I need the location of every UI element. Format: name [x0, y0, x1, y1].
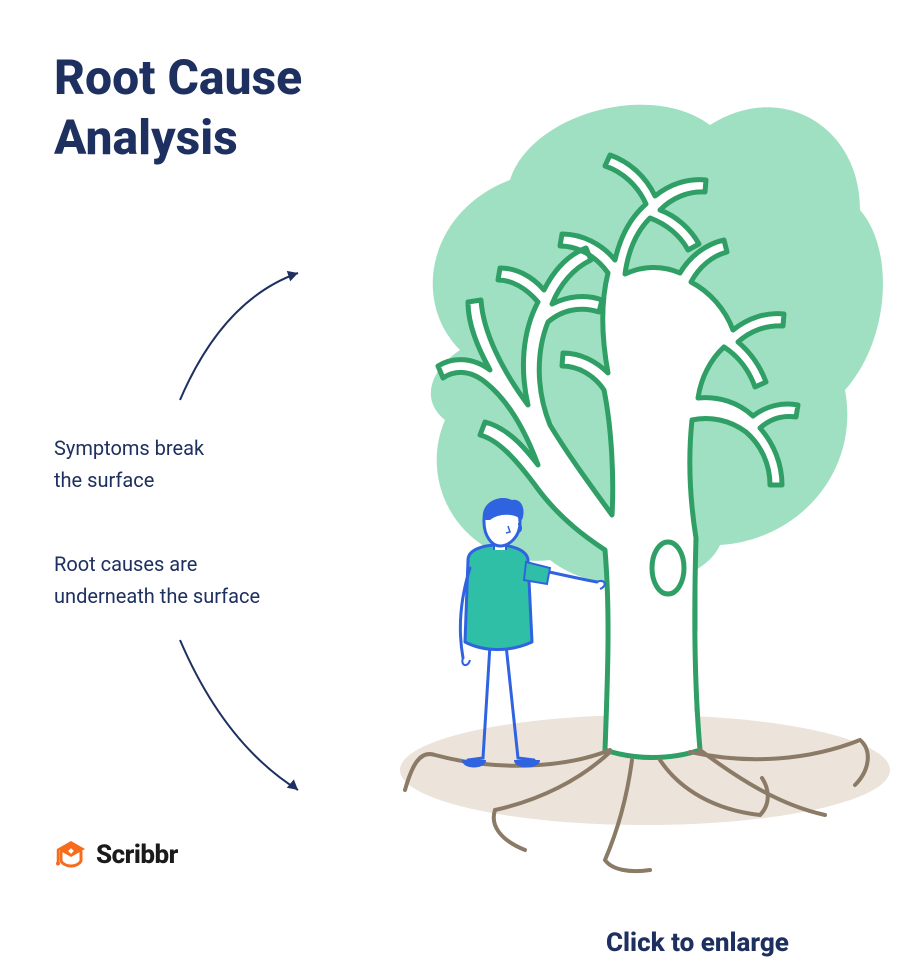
scribbr-icon — [54, 838, 88, 872]
caption-root: Root causes are underneath the surface — [54, 548, 260, 612]
caption-root-line-2: underneath the surface — [54, 584, 260, 608]
title-line-2: Analysis — [54, 109, 238, 166]
scribbr-logo: Scribbr — [54, 838, 178, 872]
caption-symptoms-line-2: the surface — [54, 468, 154, 492]
infographic-canvas: Root Cause Analysis Symptoms break the s… — [0, 0, 912, 969]
click-to-enlarge-button[interactable]: Click to enlarge — [606, 928, 789, 958]
caption-symptoms: Symptoms break the surface — [54, 432, 204, 496]
page-title: Root Cause Analysis — [54, 48, 302, 168]
title-line-1: Root Cause — [54, 49, 302, 106]
scribbr-logo-text: Scribbr — [96, 840, 178, 870]
tree-illustration — [350, 70, 890, 890]
caption-symptoms-line-1: Symptoms break — [54, 436, 204, 460]
caption-root-line-1: Root causes are — [54, 552, 197, 576]
